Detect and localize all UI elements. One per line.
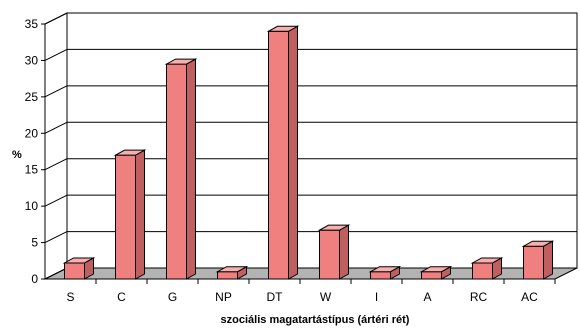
bar-front <box>268 30 289 280</box>
bar-top <box>164 58 198 65</box>
x-tick-label: S <box>66 290 74 304</box>
side-wall <box>44 12 68 280</box>
x-tick-label: A <box>423 290 431 304</box>
bar-I <box>368 265 402 280</box>
y-tick-label: 15 <box>25 163 39 177</box>
bar-front <box>370 271 391 280</box>
bar-front <box>217 271 238 280</box>
y-tick-label: 5 <box>31 236 38 250</box>
bar-front <box>523 245 544 280</box>
x-tick-label: DT <box>267 290 284 304</box>
x-tick-label: W <box>320 290 332 304</box>
gridline-depth <box>44 194 68 207</box>
x-tick-label: C <box>117 290 126 304</box>
bar-W <box>317 224 351 280</box>
bar-top <box>266 25 300 32</box>
x-tick-label: AC <box>521 290 538 304</box>
bar-AC <box>521 240 555 280</box>
y-tick-label: 0 <box>31 272 38 286</box>
x-tick-label: RC <box>470 290 488 304</box>
bar-side <box>339 224 349 280</box>
x-tick-label: I <box>375 290 378 304</box>
bar-front <box>472 262 493 280</box>
bar-front <box>64 262 85 280</box>
y-axis-title: % <box>12 149 22 161</box>
y-tick-label: 35 <box>25 17 39 31</box>
x-axis-title: szociális magatartástípus (ártéri rét) <box>221 314 410 326</box>
bar-top <box>521 240 555 247</box>
gridline-depth <box>44 85 68 98</box>
bar-A <box>419 265 453 280</box>
bar-side <box>543 240 553 280</box>
bar-side <box>186 58 196 280</box>
gridline-depth <box>44 12 68 25</box>
y-tick-label: 30 <box>25 53 39 67</box>
bars <box>62 25 555 280</box>
gridline-depth <box>44 158 68 171</box>
x-tick-label: NP <box>215 290 232 304</box>
bar-RC <box>470 257 504 280</box>
axes: 0 5 10 15 20 25 30 35 S C G NP DT W I A RC AC <box>25 17 556 304</box>
gridline-depth <box>44 121 68 134</box>
bar-front <box>421 271 442 280</box>
bar-top <box>113 149 147 156</box>
bar-top <box>215 266 249 273</box>
bar-front <box>319 229 340 280</box>
bar-front <box>115 154 136 280</box>
bar-top <box>470 257 504 264</box>
bar-G <box>164 58 198 280</box>
bar-top <box>62 257 96 264</box>
bar-front <box>166 63 187 280</box>
y-tick-label: 25 <box>25 90 39 104</box>
bar-side <box>135 149 145 280</box>
gridline-depth <box>44 48 68 61</box>
y-tick-label: 20 <box>25 126 39 140</box>
bar-NP <box>215 265 249 280</box>
bar-top <box>419 266 453 273</box>
bar-top <box>317 224 351 231</box>
y-tick-label: 10 <box>25 199 39 213</box>
bar-C <box>113 149 147 280</box>
bar-top <box>368 266 402 273</box>
bar-S <box>62 257 96 280</box>
gridline-depth <box>44 231 68 244</box>
bar-side <box>288 25 298 280</box>
x-tick-label: G <box>168 290 177 304</box>
bar-DT <box>266 25 300 280</box>
